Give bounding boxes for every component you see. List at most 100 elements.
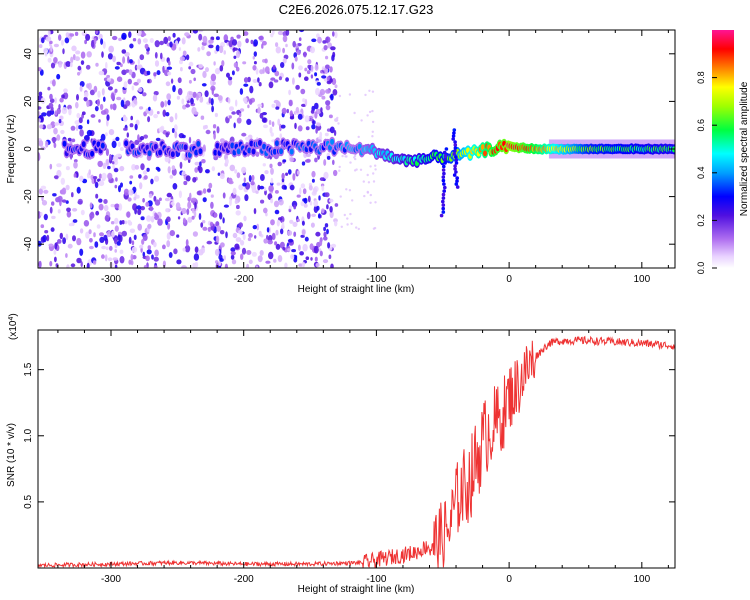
spectrogram-noise-cell [191, 207, 195, 214]
snr-exponent-base: (x10 [8, 320, 19, 340]
spectrogram-noise-cell [100, 38, 104, 45]
spectrogram-signal-cell [247, 147, 252, 154]
spectrogram-noise-cell [273, 79, 279, 83]
spectrogram-noise-cell [323, 159, 327, 166]
spectrogram-noise-cell [268, 81, 274, 89]
spectrogram-noise-cell [277, 255, 283, 263]
spectrogram-noise-cell [97, 90, 101, 98]
spectrogram-noise-cell [256, 223, 260, 231]
spectrogram-signal-cell [443, 154, 448, 158]
spectrogram-noise-cell [112, 257, 118, 261]
spectrogram-noise-cell [325, 55, 329, 60]
spectrogram-noise-cell [88, 169, 91, 176]
spectrogram-noise-cell [372, 180, 376, 183]
spectrogram-noise-cell [128, 259, 132, 265]
spectrogram-noise-cell [114, 184, 118, 189]
spectrogram-noise-cell [117, 141, 121, 148]
spectrogram-noise-cell [252, 55, 255, 60]
spectrogram-noise-cell [154, 40, 160, 48]
spectrogram-noise-cell [197, 47, 201, 52]
spectrogram-noise-cell [79, 228, 84, 234]
spectrogram-noise-cell [209, 221, 214, 227]
spectrogram-noise-cell [67, 137, 72, 142]
spectrogram-noise-cell [126, 211, 131, 218]
spectrogram-noise-cell [252, 79, 258, 83]
spectrogram-noise-cell [56, 73, 61, 80]
spectrogram-noise-cell [164, 155, 170, 163]
spectrogram-noise-cell [41, 195, 44, 202]
spectrogram-noise-cell [281, 172, 285, 180]
spectrogram-noise-cell [216, 225, 221, 232]
spectrogram-noise-cell [307, 195, 311, 203]
spectrogram-noise-cell [69, 153, 73, 160]
spectrogram-noise-cell [47, 30, 51, 37]
spectrogram-noise-cell [137, 58, 140, 66]
spectrogram-noise-cell [268, 120, 272, 125]
spectrogram-noise-cell [40, 212, 43, 217]
spectrogram-noise-cell [231, 70, 235, 76]
spectrogram-noise-cell [369, 193, 372, 197]
spectrogram-noise-cell [111, 230, 115, 238]
spectrogram-noise-cell [105, 246, 109, 251]
spectrogram-noise-cell [140, 206, 146, 211]
spectrogram-noise-cell [69, 33, 75, 37]
spectrogram-noise-cell [134, 123, 138, 131]
spectrogram-noise-cell [85, 33, 91, 41]
spectrogram-noise-cell [192, 30, 199, 34]
spectrogram-noise-cell [262, 67, 265, 74]
spectrogram-signal-cell [170, 151, 175, 158]
spectrogram-noise-cell [131, 85, 135, 91]
spectrogram-noise-cell [288, 205, 293, 210]
spectrogram-noise-cell [353, 111, 356, 115]
spectrogram-noise-cell [205, 129, 211, 135]
spectrogram-noise-cell [214, 248, 220, 256]
spectrogram-noise-cell [285, 77, 289, 82]
spectrogram-noise-cell [52, 79, 56, 87]
spectrogram-noise-cell [52, 193, 57, 197]
spectrogram-noise-cell [171, 165, 176, 171]
spectrogram-noise-cell [326, 204, 329, 210]
spectrogram-noise-cell [229, 198, 232, 206]
spectrogram-signal-cell [441, 196, 446, 200]
spectrogram-signal-cell [124, 140, 129, 147]
spectrogram-signal-cell [441, 178, 446, 183]
spectrogram-signal-cell [454, 182, 459, 186]
spectrogram-noise-cell [71, 138, 76, 143]
colorbar-tick-label: 0.4 [696, 167, 706, 180]
spectrogram-noise-cell [298, 72, 302, 78]
spectrogram-noise-cell [79, 175, 84, 182]
spectrogram-noise-cell [219, 173, 225, 180]
spectrogram-noise-cell [137, 38, 142, 45]
spectrogram-noise-cell [77, 65, 82, 71]
spectrogram-noise-cell [84, 39, 87, 45]
spectrogram-noise-cell [49, 206, 53, 214]
spectrogram-noise-cell [183, 180, 188, 186]
spectrogram-noise-cell [319, 250, 323, 257]
snr-ytick-label: 1.0 [23, 428, 34, 442]
spectrogram-signal-cell [454, 170, 458, 174]
spectrogram-noise-cell [74, 31, 79, 36]
spectrogram-noise-cell [89, 212, 95, 219]
spectrogram-noise-cell [306, 211, 311, 220]
spectrogram-marks [38, 30, 675, 268]
spectrogram-noise-cell [43, 47, 49, 55]
spectrogram-noise-cell [201, 83, 207, 87]
spectrogram-noise-cell [261, 43, 264, 49]
spectrogram-noise-cell [199, 161, 202, 167]
spectrogram-noise-cell [142, 198, 145, 203]
spectrogram-noise-cell [80, 51, 86, 59]
spectrogram-noise-cell [53, 175, 59, 180]
spectrogram-noise-cell [94, 241, 99, 248]
spectrogram-noise-cell [309, 243, 314, 251]
spectrogram-noise-cell [319, 239, 323, 247]
spectrogram-noise-cell [157, 218, 163, 226]
spectrogram-noise-cell [178, 47, 182, 51]
spectrogram-noise-cell [270, 219, 275, 226]
spectrogram-noise-cell [371, 90, 375, 93]
spectrogram-signal-cell [249, 140, 254, 147]
spectrogram-signal-cell [444, 147, 449, 151]
spectrogram-noise-cell [321, 95, 326, 100]
spectrogram-noise-cell [291, 249, 296, 253]
spectrogram-noise-cell [292, 40, 297, 48]
